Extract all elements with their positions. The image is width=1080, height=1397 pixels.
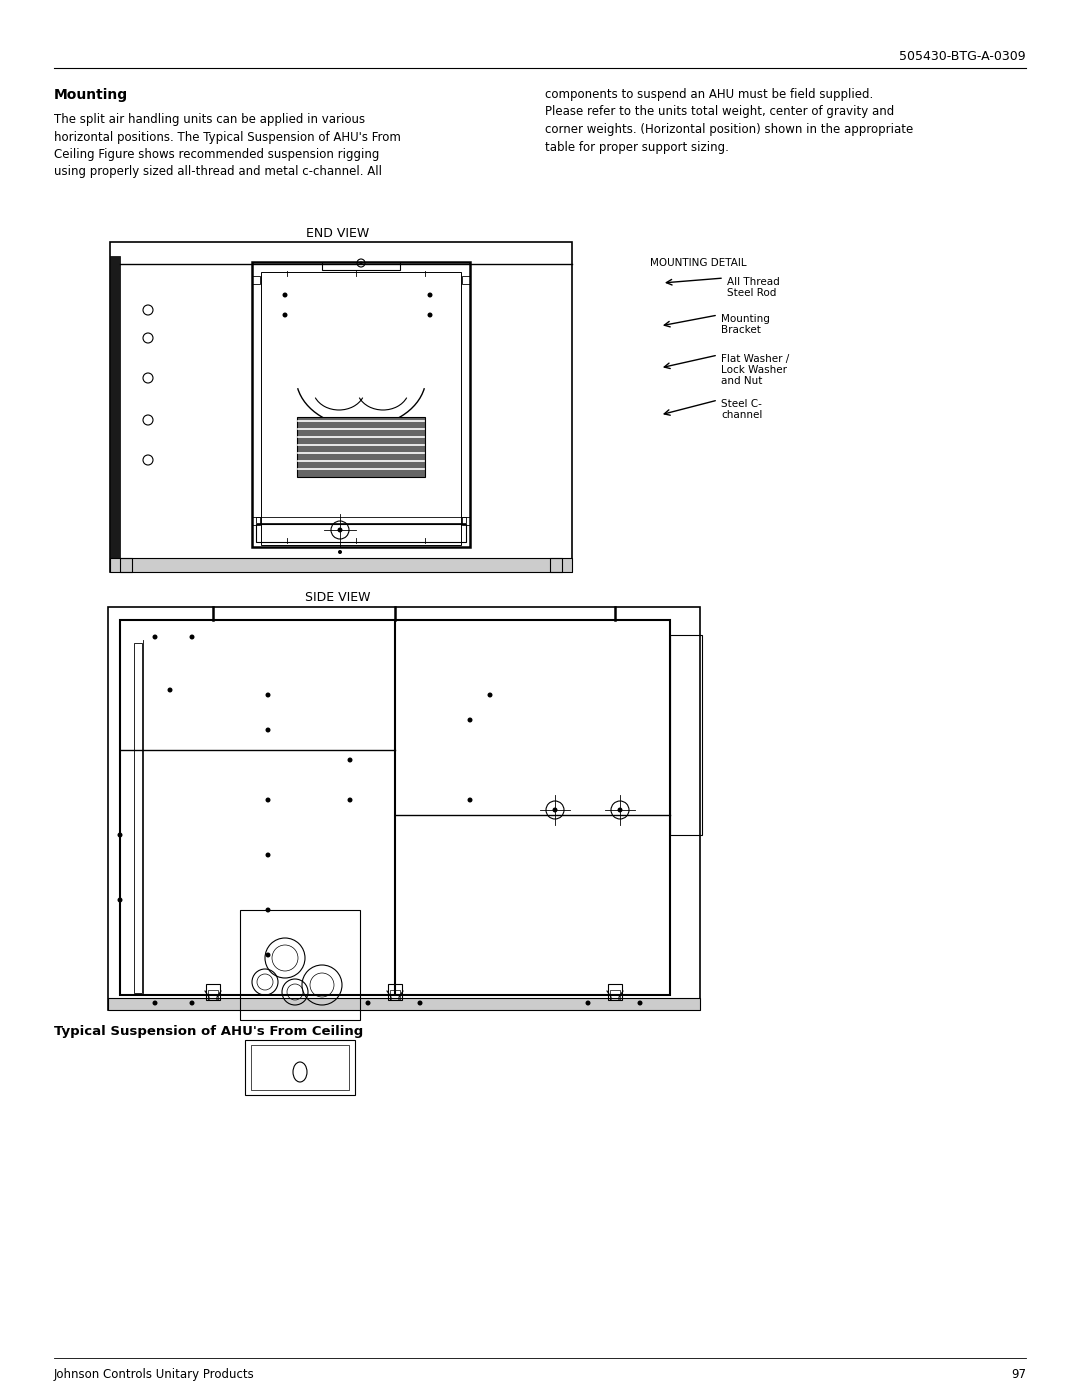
Text: Lock Washer: Lock Washer [721,365,787,374]
Circle shape [487,693,492,697]
Circle shape [266,798,270,802]
Circle shape [338,550,342,555]
Text: Mounting: Mounting [54,88,129,102]
Text: channel: channel [721,409,762,420]
Bar [261,272,461,545]
Bar [252,263,470,548]
Bar [670,636,702,835]
Bar [208,990,218,1000]
Bar [462,277,470,284]
Circle shape [189,634,194,640]
Bar [256,517,465,522]
Circle shape [266,852,270,858]
Circle shape [337,528,342,532]
Text: Bracket: Bracket [721,326,761,335]
Bar [120,557,132,571]
Circle shape [118,833,122,837]
Circle shape [283,313,287,317]
Bar [108,997,700,1010]
Bar [297,416,426,476]
Text: and Nut: and Nut [721,376,762,386]
Text: Flat Washer /: Flat Washer / [721,353,789,365]
Circle shape [360,261,363,264]
Circle shape [189,1000,194,1006]
Circle shape [118,897,122,902]
Text: MOUNTING DETAIL: MOUNTING DETAIL [650,258,746,268]
Bar [251,1045,349,1090]
Circle shape [348,798,352,802]
Text: Steel C-: Steel C- [721,400,761,409]
Text: components to suspend an AHU must be field supplied.
Please refer to the units t: components to suspend an AHU must be fie… [545,88,914,154]
Bar [252,517,260,525]
Circle shape [266,693,270,697]
Text: 505430-BTG-A-0309: 505430-BTG-A-0309 [900,50,1026,63]
Bar [245,1039,355,1095]
Circle shape [418,1000,422,1006]
Text: Mounting: Mounting [721,314,770,324]
Bar [240,909,360,1020]
Circle shape [266,908,270,912]
Bar [206,983,220,1000]
Text: Johnson Controls Unitary Products: Johnson Controls Unitary Products [54,1368,255,1382]
Bar [110,557,572,571]
Text: All Thread: All Thread [727,277,780,286]
Bar [252,277,260,284]
Text: Typical Suspension of AHU's From Ceiling: Typical Suspension of AHU's From Ceiling [54,1025,363,1038]
Bar [550,557,562,571]
Text: Steel Rod: Steel Rod [727,288,777,298]
Circle shape [365,1000,370,1006]
Circle shape [618,807,622,813]
Bar [322,263,400,270]
Bar [462,517,470,525]
Circle shape [585,1000,591,1006]
Bar [608,983,622,1000]
Bar [390,990,400,1000]
Bar [388,983,402,1000]
Text: 97: 97 [1011,1368,1026,1382]
Circle shape [152,634,158,640]
Circle shape [152,1000,158,1006]
Bar [108,608,700,1010]
Circle shape [167,687,173,693]
Circle shape [468,798,473,802]
Circle shape [428,292,432,298]
Circle shape [428,313,432,317]
Bar [610,990,620,1000]
Circle shape [553,807,557,813]
Bar [120,620,670,995]
Bar [110,256,120,571]
Bar [256,524,465,542]
Circle shape [348,757,352,763]
Circle shape [468,718,473,722]
Bar [110,242,572,571]
Circle shape [266,728,270,732]
Text: SIDE VIEW: SIDE VIEW [306,591,370,604]
Text: The split air handling units can be applied in various
horizontal positions. The: The split air handling units can be appl… [54,113,401,179]
Circle shape [637,1000,643,1006]
Circle shape [283,292,287,298]
Bar [134,643,141,993]
Text: END VIEW: END VIEW [307,226,369,240]
Circle shape [266,953,270,957]
